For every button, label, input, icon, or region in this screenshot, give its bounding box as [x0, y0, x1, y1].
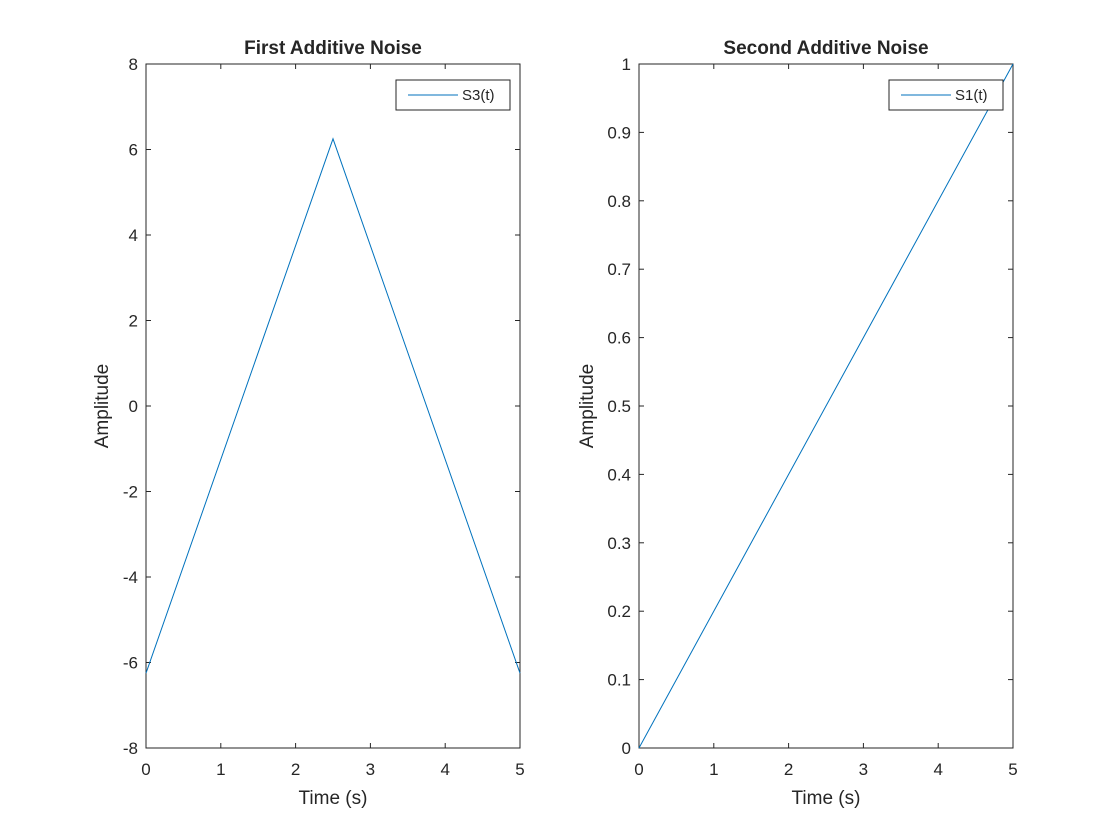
y-axis-label: Amplitude	[92, 364, 113, 449]
y-tick-label: 4	[129, 226, 138, 245]
legend: S3(t)	[395, 79, 511, 111]
x-axis-label: Time (s)	[792, 788, 861, 809]
y-tick-label: 0.1	[607, 671, 631, 690]
chart-title: Second Additive Noise	[723, 38, 928, 59]
y-tick-label: 1	[622, 55, 631, 74]
legend-label: S1(t)	[955, 87, 988, 104]
x-tick-label: 2	[291, 760, 300, 779]
y-tick-label: 0.3	[607, 534, 631, 553]
chart-title: First Additive Noise	[244, 38, 422, 59]
y-tick-label: -2	[123, 483, 138, 502]
subplot-first-additive-noise: First Additive Noise Time (s) Amplitude …	[92, 38, 525, 809]
y-axis-label: Amplitude	[577, 364, 598, 449]
x-tick-label: 1	[709, 760, 718, 779]
subplot-second-additive-noise: Second Additive Noise Time (s) Amplitude…	[577, 38, 1018, 809]
y-tick-label: 0.2	[607, 602, 631, 621]
y-tick-label: 0.6	[607, 329, 631, 348]
x-tick-label: 3	[859, 760, 868, 779]
legend-label: S3(t)	[462, 87, 495, 104]
y-tick-label: 0.8	[607, 192, 631, 211]
series-line	[145, 137, 521, 674]
x-tick-label: 3	[366, 760, 375, 779]
x-tick-label: 2	[784, 760, 793, 779]
x-tick-label: 5	[1008, 760, 1017, 779]
y-tick-label: -6	[123, 654, 138, 673]
y-tick-label: 0.4	[607, 465, 631, 484]
y-tick-label: -4	[123, 568, 138, 587]
y-tick-label: 0.7	[607, 260, 631, 279]
x-tick-label: 1	[216, 760, 225, 779]
x-tick-label: 5	[515, 760, 524, 779]
y-tick-label: 6	[129, 141, 138, 160]
y-tick-label: 0.9	[607, 123, 631, 142]
x-tick-label: 0	[634, 760, 643, 779]
y-tick-label: 2	[129, 312, 138, 331]
x-tick-label: 4	[933, 760, 942, 779]
x-axis-label: Time (s)	[299, 788, 368, 809]
y-tick-label: 8	[129, 55, 138, 74]
y-tick-label: 0.5	[607, 397, 631, 416]
legend: S1(t)	[888, 79, 1004, 111]
y-tick-label: 0	[129, 397, 138, 416]
x-tick-label: 4	[440, 760, 449, 779]
y-tick-label: -8	[123, 739, 138, 758]
series-line	[638, 63, 1014, 749]
x-tick-label: 0	[141, 760, 150, 779]
y-tick-label: 0	[622, 739, 631, 758]
